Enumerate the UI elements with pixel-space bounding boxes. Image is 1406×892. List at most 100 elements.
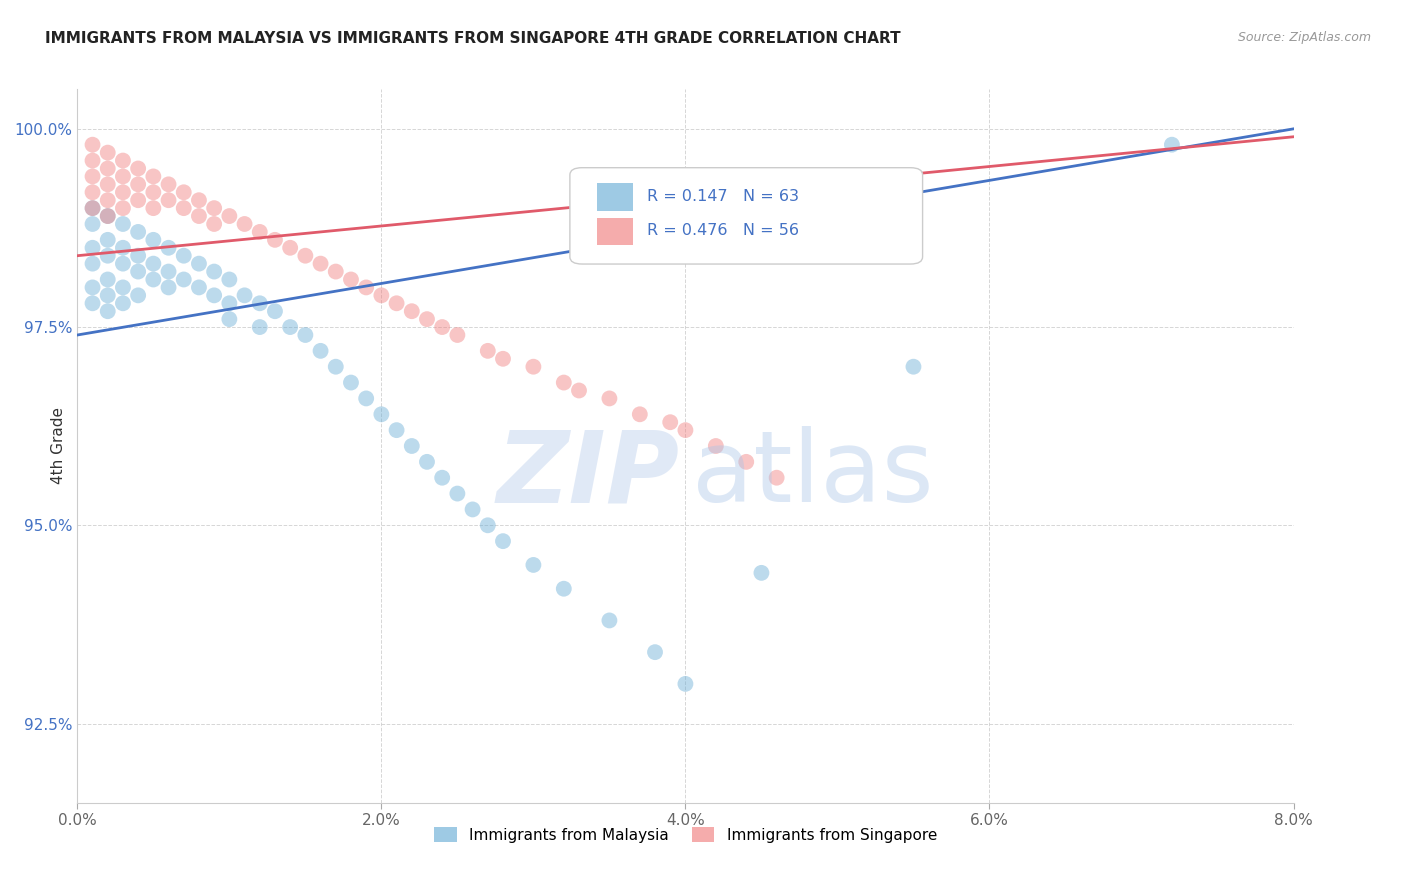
Point xyxy=(111,201,134,215)
Point xyxy=(157,241,180,255)
Point xyxy=(568,384,591,398)
Point xyxy=(82,201,104,215)
Point xyxy=(492,351,515,366)
Point xyxy=(340,272,363,286)
Point xyxy=(1160,137,1182,152)
Point xyxy=(82,257,104,271)
Point xyxy=(142,186,165,200)
Point xyxy=(142,272,165,286)
Point xyxy=(218,209,240,223)
Point xyxy=(675,677,697,691)
Point xyxy=(188,280,211,294)
Point xyxy=(111,257,134,271)
Point xyxy=(142,201,165,215)
Point xyxy=(416,455,439,469)
Text: R = 0.147   N = 63: R = 0.147 N = 63 xyxy=(647,189,799,203)
Point xyxy=(553,582,575,596)
Text: atlas: atlas xyxy=(692,426,934,523)
Point xyxy=(354,392,377,406)
Text: R = 0.476   N = 56: R = 0.476 N = 56 xyxy=(647,223,799,238)
Point xyxy=(233,288,256,302)
Point xyxy=(325,359,347,374)
Point xyxy=(401,304,423,318)
Point xyxy=(188,257,211,271)
Point xyxy=(97,161,120,176)
Point xyxy=(264,304,287,318)
Point xyxy=(218,272,240,286)
Point xyxy=(97,178,120,192)
Point xyxy=(82,186,104,200)
Point xyxy=(202,217,225,231)
Point xyxy=(294,328,316,343)
Point xyxy=(522,558,544,572)
Point xyxy=(385,423,408,437)
Point xyxy=(202,264,225,278)
FancyBboxPatch shape xyxy=(569,168,922,264)
Point xyxy=(111,241,134,255)
Point xyxy=(598,614,620,628)
Point xyxy=(127,249,149,263)
Point xyxy=(111,217,134,231)
Point xyxy=(446,486,468,500)
Point xyxy=(97,233,120,247)
Point xyxy=(659,415,682,429)
Point xyxy=(173,272,195,286)
Point xyxy=(264,233,287,247)
Point xyxy=(157,178,180,192)
Bar xyxy=(596,184,633,211)
Point xyxy=(430,471,453,485)
Point xyxy=(492,534,515,549)
Point xyxy=(82,201,104,215)
Legend: Immigrants from Malaysia, Immigrants from Singapore: Immigrants from Malaysia, Immigrants fro… xyxy=(427,821,943,848)
Point xyxy=(111,186,134,200)
Point xyxy=(157,280,180,294)
Point xyxy=(188,193,211,207)
Point xyxy=(370,407,392,421)
Point xyxy=(157,193,180,207)
Point xyxy=(477,343,499,358)
Point xyxy=(751,566,773,580)
Point xyxy=(765,471,787,485)
Point xyxy=(294,249,316,263)
Point xyxy=(97,304,120,318)
Point xyxy=(173,201,195,215)
Text: ZIP: ZIP xyxy=(496,426,679,523)
Point xyxy=(553,376,575,390)
Point xyxy=(628,407,651,421)
Point xyxy=(127,178,149,192)
Point xyxy=(97,272,120,286)
Point xyxy=(111,153,134,168)
Point xyxy=(97,209,120,223)
Point xyxy=(97,249,120,263)
Point xyxy=(735,455,758,469)
Point xyxy=(477,518,499,533)
Point xyxy=(249,320,271,334)
Point xyxy=(82,153,104,168)
Point xyxy=(249,296,271,310)
Point xyxy=(82,137,104,152)
Point xyxy=(82,169,104,184)
Point xyxy=(202,201,225,215)
Point xyxy=(82,217,104,231)
Point xyxy=(218,296,240,310)
Point xyxy=(127,225,149,239)
Point xyxy=(142,169,165,184)
Point xyxy=(173,186,195,200)
Point xyxy=(97,288,120,302)
Point xyxy=(416,312,439,326)
Point xyxy=(157,264,180,278)
Point xyxy=(370,288,392,302)
Text: Source: ZipAtlas.com: Source: ZipAtlas.com xyxy=(1237,31,1371,45)
Point xyxy=(127,161,149,176)
Point xyxy=(97,193,120,207)
Point xyxy=(249,225,271,239)
Point xyxy=(598,392,620,406)
Point xyxy=(704,439,727,453)
Point xyxy=(354,280,377,294)
Point xyxy=(430,320,453,334)
Point xyxy=(82,280,104,294)
Point xyxy=(82,296,104,310)
Point xyxy=(111,280,134,294)
Point xyxy=(127,288,149,302)
Point xyxy=(385,296,408,310)
